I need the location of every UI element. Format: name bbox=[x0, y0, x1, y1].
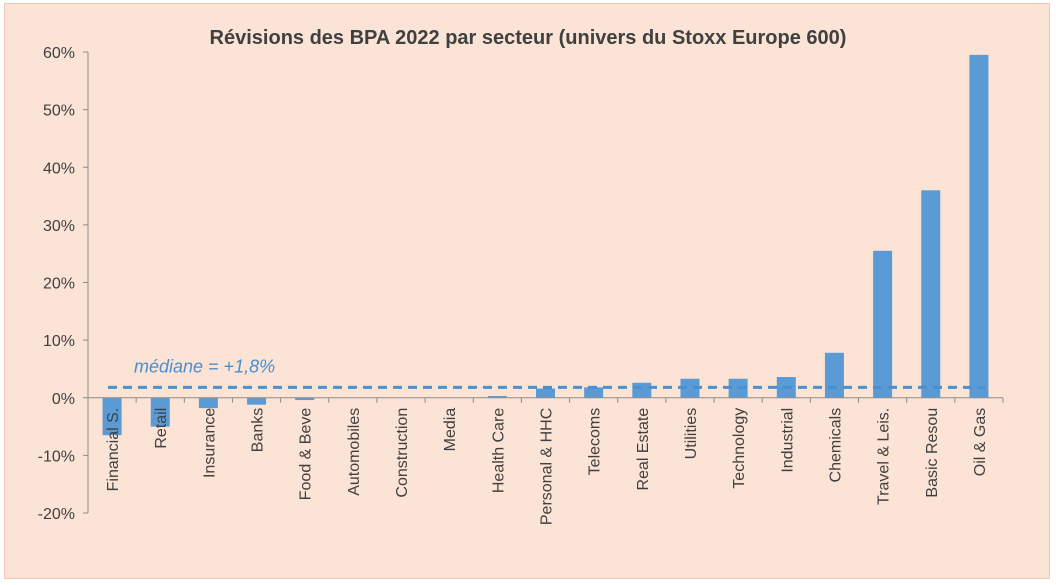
x-tick-label: Media bbox=[442, 408, 459, 452]
bar bbox=[969, 54, 989, 398]
y-tick-label: 50% bbox=[43, 103, 75, 120]
y-tick-label: 10% bbox=[43, 333, 75, 350]
y-tick-label: 40% bbox=[43, 160, 75, 177]
x-tick-label: Basic Resou bbox=[924, 408, 941, 498]
bar bbox=[921, 190, 941, 398]
x-tick-label: Industrial bbox=[779, 408, 796, 473]
chart-title: Révisions des BPA 2022 par secteur (univ… bbox=[210, 27, 847, 49]
y-axis: -20% -10% 0% 10% 20% 30% 40% 50% 60% bbox=[38, 45, 89, 523]
x-tick-label: Technology bbox=[731, 408, 748, 489]
bar bbox=[198, 397, 218, 409]
bar bbox=[295, 397, 315, 401]
bar bbox=[680, 378, 700, 398]
bar bbox=[873, 250, 893, 398]
x-tick-label: Retail bbox=[153, 408, 170, 449]
bar bbox=[150, 397, 170, 427]
y-tick-label: 0% bbox=[52, 391, 75, 408]
x-tick-label: Real Estate bbox=[635, 408, 652, 491]
x-tick-label: Chemicals bbox=[827, 408, 844, 483]
x-tick-label: Banks bbox=[250, 408, 267, 452]
x-tick-label: Financial S. bbox=[105, 408, 122, 492]
bar bbox=[536, 388, 555, 398]
bar bbox=[102, 397, 122, 436]
y-tick-label: 20% bbox=[43, 276, 75, 293]
x-tick-label: Health Care bbox=[490, 408, 507, 493]
median-label: médiane = +1,8% bbox=[134, 356, 275, 376]
x-tick-label: Food & Beve bbox=[298, 408, 315, 501]
y-tick-label: 30% bbox=[43, 218, 75, 235]
bar bbox=[632, 382, 652, 398]
bar bbox=[824, 352, 844, 398]
bar bbox=[247, 397, 267, 405]
bar bbox=[584, 387, 604, 398]
bar bbox=[487, 396, 507, 398]
x-tick-label: Utilities bbox=[683, 408, 700, 460]
median-line-group: médiane = +1,8% bbox=[108, 356, 985, 389]
x-tick-label: Automobiles bbox=[346, 408, 363, 496]
bars bbox=[102, 54, 989, 436]
x-tick-label: Travel & Leis. bbox=[876, 408, 893, 505]
x-tick-label: Telecoms bbox=[587, 408, 604, 476]
x-tick-label: Personal & HHC bbox=[539, 408, 556, 525]
x-tick-label: Construction bbox=[394, 408, 411, 498]
y-tick-label: -20% bbox=[38, 506, 75, 523]
x-axis: Financial S. Retail Insurance Banks Food & B… bbox=[87, 397, 1004, 525]
y-tick-label: 60% bbox=[43, 45, 75, 62]
x-tick-label: Insurance bbox=[201, 408, 218, 478]
x-tick-label: Oil & Gas bbox=[972, 408, 989, 476]
y-tick-label: -10% bbox=[38, 448, 75, 465]
